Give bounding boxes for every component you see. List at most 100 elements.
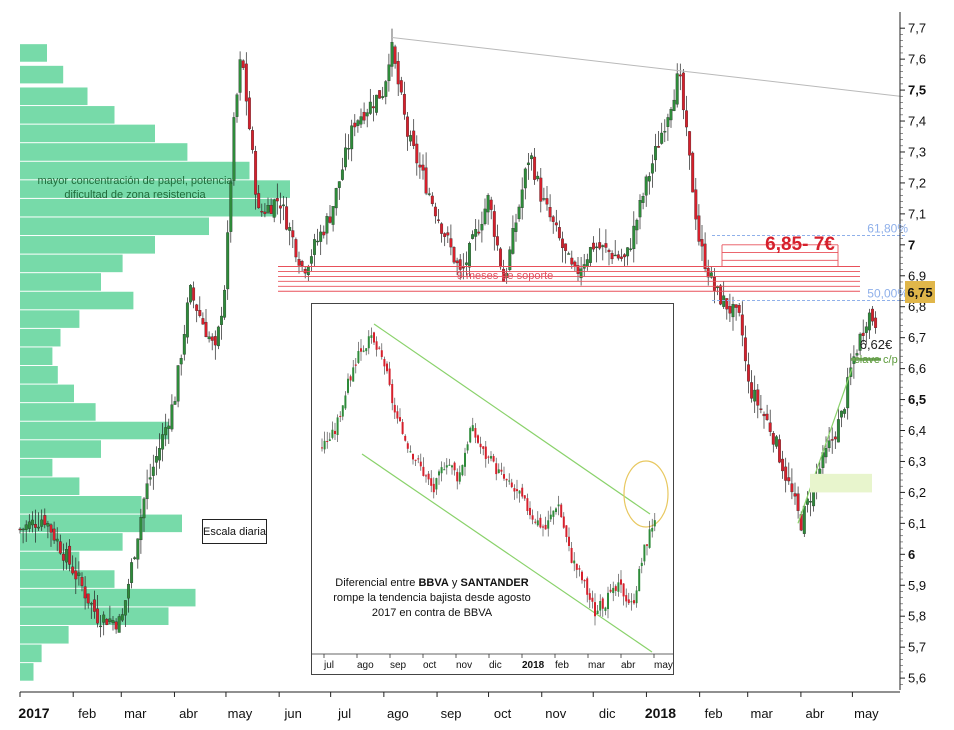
candle-body — [756, 389, 760, 406]
y-tick-label: 6,7 — [908, 330, 926, 345]
inset-candle-body — [365, 348, 368, 352]
candle-body — [316, 240, 320, 243]
inset-candle-body — [609, 589, 612, 592]
candle-body — [545, 198, 549, 205]
inset-candle-body — [622, 583, 625, 597]
x-tick-label: ago — [387, 706, 409, 721]
volume-bin — [20, 273, 101, 291]
candle-body — [440, 223, 444, 234]
candle-body — [833, 436, 837, 440]
y-tick-label: 7,7 — [908, 21, 926, 36]
candle-body — [117, 616, 121, 633]
inset-candle-body — [349, 376, 352, 381]
inset-candle-body — [568, 536, 570, 546]
candle-body — [579, 268, 583, 279]
candle-body — [269, 205, 273, 214]
inset-candle-body — [378, 347, 381, 349]
candle-body — [688, 131, 692, 156]
inset-note-line2: rompe la tendencia bajista desde agosto — [333, 592, 531, 604]
candle-body — [567, 253, 571, 255]
candle-body — [257, 193, 261, 209]
candle-body — [238, 59, 242, 93]
candle-body — [24, 524, 28, 530]
candle-body — [353, 122, 357, 128]
inset-candle-body — [331, 429, 334, 438]
candle-body — [37, 526, 41, 529]
inset-candle-body — [523, 495, 526, 499]
candle-body — [793, 493, 797, 497]
inset-candle-body — [630, 601, 633, 603]
candle-body — [461, 267, 465, 269]
y-tick-label: 6,9 — [908, 268, 926, 283]
candle-body — [127, 583, 130, 599]
last-price-tag: 6,75 — [905, 281, 935, 303]
inset-x-tick-label: 2018 — [522, 660, 545, 671]
candle-body — [778, 439, 781, 463]
candle-body — [204, 321, 208, 338]
inset-x-tick-label: oct — [423, 660, 437, 671]
scale-note: Escala diaria — [202, 519, 267, 544]
candle-body — [499, 248, 502, 268]
candle-body — [669, 109, 673, 121]
inset-x-tick-label: nov — [456, 660, 472, 671]
candle-body — [728, 306, 732, 314]
candle-body — [402, 93, 406, 115]
x-tick-label: dic — [599, 706, 616, 721]
candle-body — [325, 216, 329, 234]
candle-body — [855, 353, 859, 356]
inset-candle-body — [575, 563, 578, 570]
inset-candle-body — [464, 452, 466, 467]
candle-body — [396, 61, 400, 85]
inset-candle-body — [617, 582, 620, 592]
inset-candle-body — [516, 489, 518, 492]
candle-body — [418, 164, 422, 168]
candle-body — [409, 135, 413, 142]
candle-body — [601, 245, 605, 247]
volume-bin — [20, 310, 80, 328]
inset-candle-body — [427, 473, 430, 480]
inset-candle-body — [391, 383, 394, 404]
candle-body — [92, 599, 96, 612]
inset-channel-lower — [361, 453, 653, 653]
candle-body — [747, 364, 750, 382]
candle-body — [632, 225, 636, 250]
inset-candle-body — [412, 453, 414, 460]
candle-body — [846, 377, 850, 409]
volume-bin — [20, 570, 115, 588]
candle-body — [309, 256, 313, 264]
inset-candle-body — [539, 517, 542, 528]
volume-bin — [20, 477, 80, 496]
candle-body — [802, 505, 806, 534]
candle-body — [337, 181, 341, 188]
candle-body — [542, 198, 546, 200]
inset-note-pre: Diferencial entre — [335, 577, 419, 589]
candle-body — [176, 365, 180, 402]
inset-x-tick-label: sep — [390, 660, 407, 671]
candle-body — [464, 262, 468, 265]
candle-body — [182, 334, 186, 355]
candle-body — [232, 117, 236, 181]
inset-candle-body — [438, 471, 440, 476]
candle-body — [650, 163, 654, 174]
candle-body — [672, 99, 676, 111]
inset-candle-body — [425, 475, 427, 477]
candle-body — [46, 523, 50, 527]
candle-body — [387, 64, 391, 82]
candle-body — [260, 210, 264, 213]
candle-body — [691, 152, 695, 193]
candle-body — [136, 538, 140, 560]
candle-body — [675, 73, 679, 105]
candle-body — [483, 208, 487, 225]
y-tick-label: 5,6 — [908, 671, 926, 686]
inset-candle-body — [510, 482, 513, 488]
y-tick-label: 7,5 — [908, 83, 926, 98]
inset-candle-body — [435, 478, 438, 490]
inset-candle-body — [653, 520, 656, 527]
candlestick-series — [18, 28, 878, 638]
resistance-trendline — [391, 36, 901, 97]
candle-body — [480, 224, 484, 231]
candle-body — [381, 96, 385, 98]
candle-body — [384, 81, 388, 97]
candle-body — [55, 538, 59, 542]
